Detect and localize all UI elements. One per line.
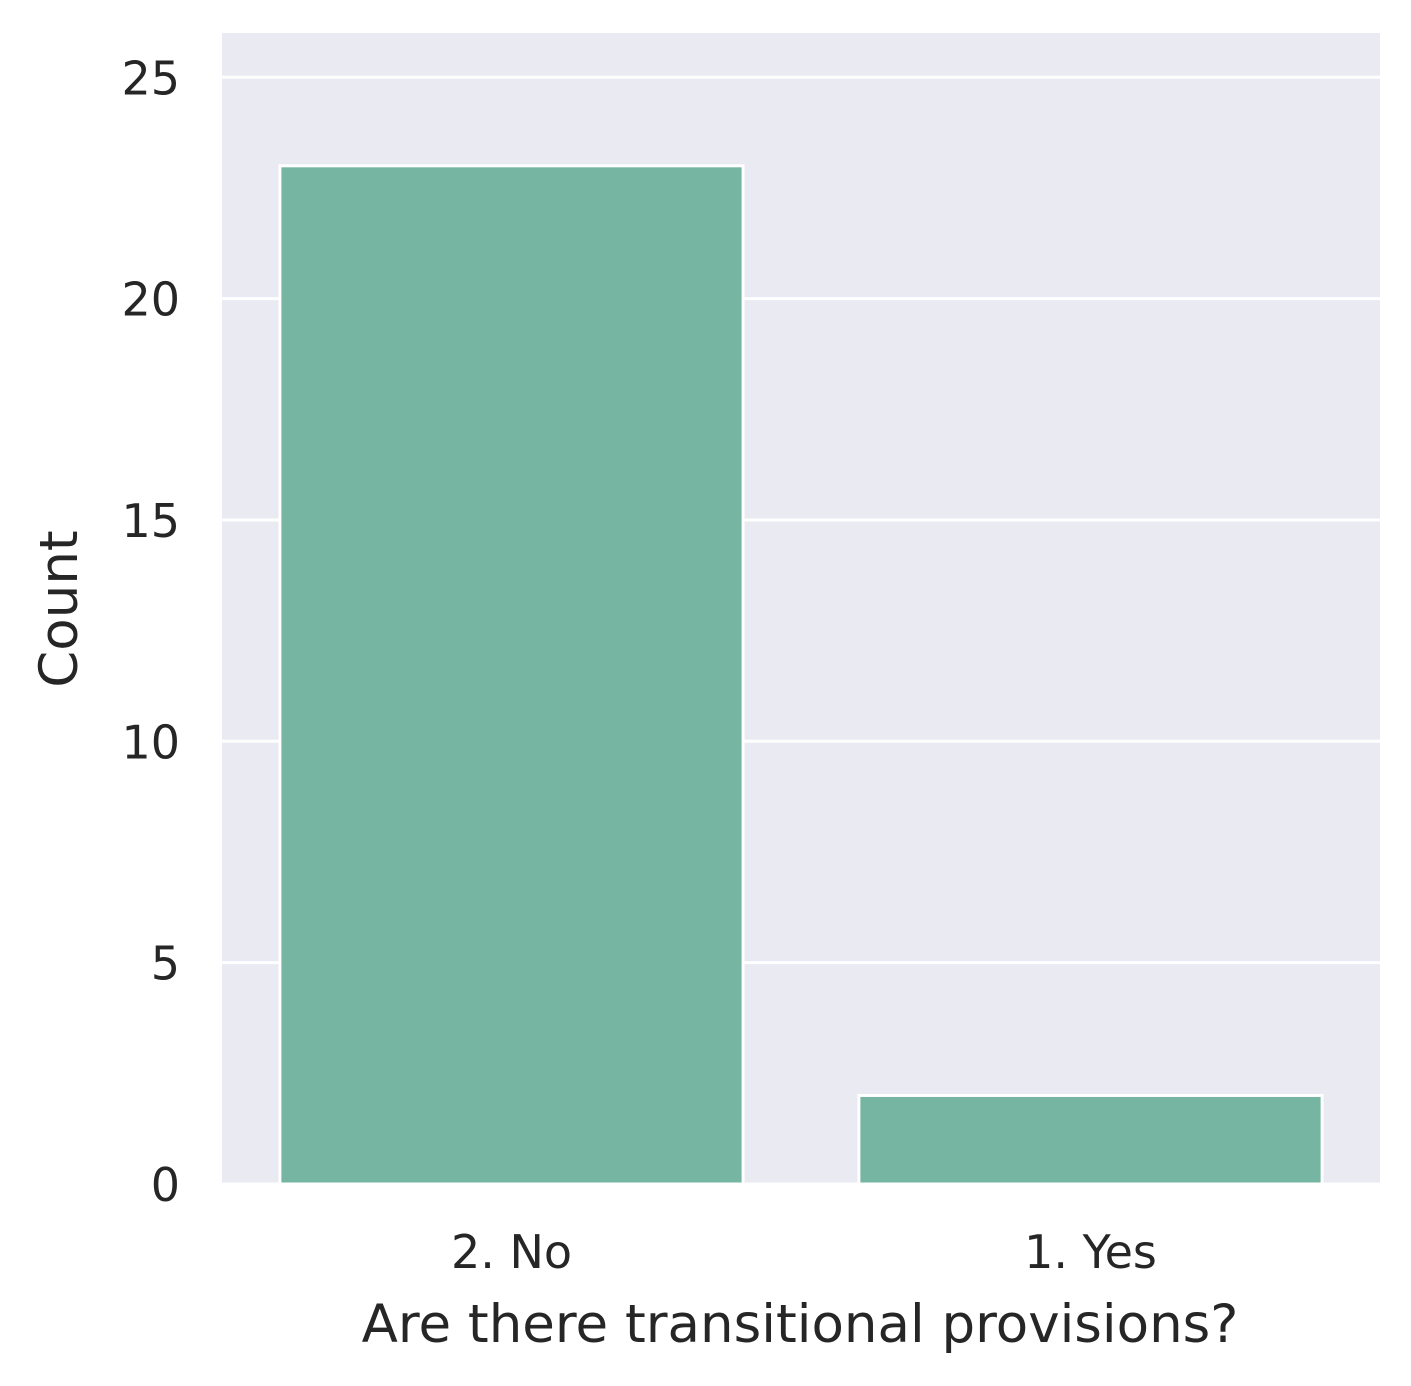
y-axis-label: Count — [29, 530, 90, 687]
bar — [278, 164, 745, 1186]
y-tick-labels: 0 5 10 15 20 25 — [121, 51, 180, 1212]
y-tick-label: 25 — [121, 51, 180, 105]
x-tick-labels: 2. No 1. Yes — [451, 1225, 1157, 1279]
y-tick-label: 0 — [151, 1158, 180, 1212]
x-axis-label: Are there transitional provisions? — [362, 1294, 1239, 1355]
x-tick-label: 2. No — [451, 1225, 572, 1279]
y-tick-label: 5 — [151, 937, 180, 991]
y-tick-label: 15 — [121, 494, 180, 548]
y-tick-label: 10 — [121, 715, 180, 769]
bar — [857, 1093, 1324, 1186]
bars — [278, 164, 1324, 1186]
x-tick-label: 1. Yes — [1024, 1225, 1157, 1279]
y-tick-label: 20 — [121, 273, 180, 327]
